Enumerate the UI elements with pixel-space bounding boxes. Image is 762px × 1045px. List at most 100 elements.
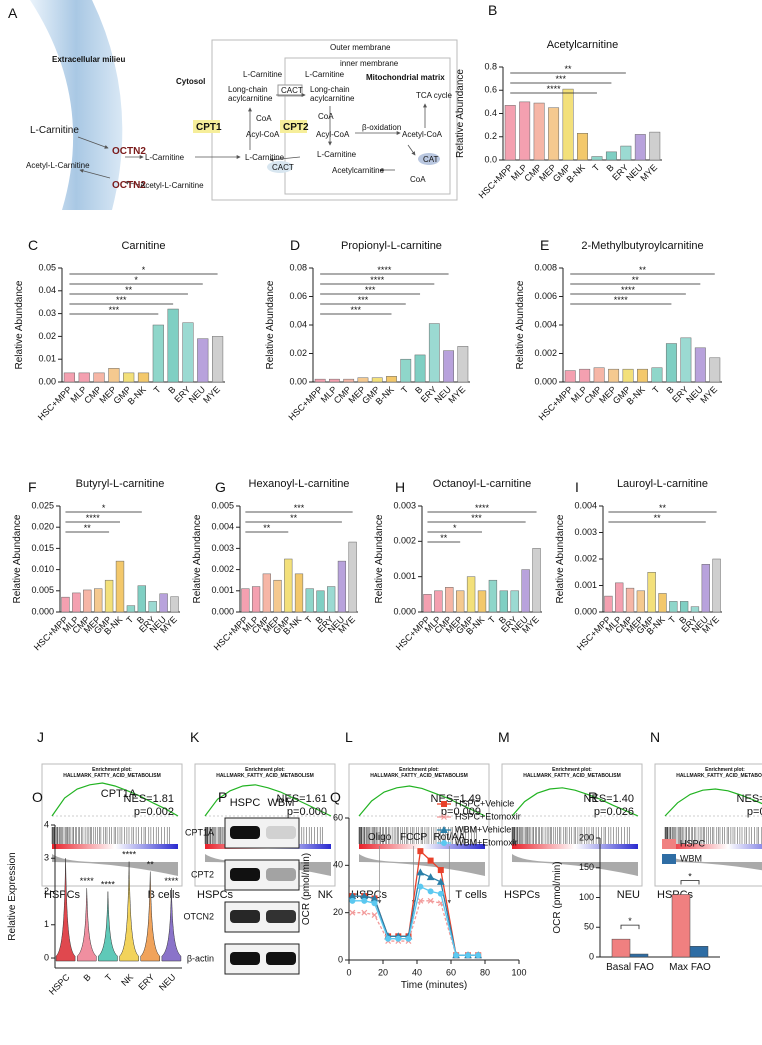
y-tick-label: 40 [333,860,343,870]
y-tick-label: 0.01 [38,354,56,364]
diagram-label: Outer membrane [330,43,391,52]
group-left: HSPCs [197,889,234,901]
rank-gradient [52,844,178,849]
marker [371,912,378,918]
y-tick-label: 0.002 [574,553,597,563]
violin [98,891,118,962]
marker [465,952,471,959]
bar [316,590,325,613]
y-tick-label: 0.04 [289,319,307,329]
bar [548,107,560,161]
x-tick-label: B [135,614,146,625]
y-tick-label: 0.005 [211,500,234,510]
x-tick-label: 20 [378,967,388,977]
marker [417,897,424,904]
diagram-label: L-Carnitine [30,125,79,136]
blot-row: CPT1A [185,827,214,837]
blot-band [266,868,296,881]
y-axis-label: Relative Expression [7,852,18,940]
group-right: NEU [617,889,640,901]
bar [629,953,649,958]
marker [437,890,444,897]
significance-label: **** [80,876,95,886]
p-label: p=0.000 [287,806,327,818]
bar [63,372,75,383]
x-tick-label: T [667,614,678,625]
annotation: Rot/AA [433,832,465,843]
bar [658,593,667,613]
bar [564,370,576,383]
significance-label: **** [547,84,562,94]
significance-label: **** [621,285,636,295]
legend-label: HSPC+Etomoxir [455,811,521,821]
y-tick-label: 2 [44,886,49,896]
diagram-label: Acetyl-L-Carnitine [26,161,90,170]
hit-barcode [511,827,630,844]
x-tick-label: NEU [157,972,178,993]
x-tick-label: Max FAO [669,962,711,973]
bar [579,368,591,383]
bar [212,336,224,383]
blot-column: WBM [268,797,295,809]
x-tick-label: MYE [638,162,659,183]
bar [94,588,103,613]
blot-band [266,826,296,839]
y-axis-label: Relative Abundance [14,280,25,369]
y-axis-label: Relative Abundance [192,514,203,603]
violin [140,871,161,962]
diagram-label: CPT2 [283,122,309,133]
bar [622,368,634,383]
marker [361,897,368,904]
significance-label: ** [639,265,647,275]
x-tick-label: 40 [412,967,422,977]
bar [434,590,443,613]
chart-title: Propionyl-L-carnitine [341,240,442,252]
diagram-shapes [30,0,458,210]
bar [251,586,261,613]
significance-label: *** [471,513,482,523]
cpt1-box [193,120,220,133]
significance-label: **** [164,876,179,886]
arrow [407,144,416,156]
bar [273,579,282,613]
y-axis-label: Relative Abundance [12,514,23,603]
bar [625,587,635,613]
panel-label: B [488,2,497,18]
y-tick-label: 50 [584,922,594,932]
y-axis-label: Relative Abundance [265,280,276,369]
cact-oval [267,161,293,173]
group-right: B cells [148,889,181,901]
bar [445,587,454,613]
significance-label: ** [565,64,573,74]
marker [427,888,434,895]
bar [61,596,70,613]
y-tick-label: 3 [44,853,49,863]
bar [159,593,168,613]
bar [443,350,454,383]
significance-label: *** [116,295,127,305]
ranked-metric [665,854,762,871]
x-tick-label: HSC+MPP [287,384,325,422]
x-tick-label: MYE [201,384,222,405]
y-tick-label: 0 [589,951,594,961]
bar [671,894,691,958]
bar [504,105,516,161]
panel-label: M [498,729,510,745]
bar [477,590,487,613]
violin [55,858,76,962]
y-tick-label: 20 [333,907,343,917]
x-tick-label: B [497,614,508,625]
marker [427,897,434,904]
diagram-label: L-Carnitine [317,150,357,159]
gsea-subtitle: HALLMARK_FATTY_ACID_METABOLISM [523,773,621,779]
bar [679,601,689,613]
significance-label: **** [122,850,137,860]
annotation: FCCP [400,832,428,843]
bar [108,368,120,383]
group-right: T cells [455,889,487,901]
bar [262,573,271,613]
x-tick-label: 80 [480,967,490,977]
x-tick-label: B [677,614,688,625]
x-tick-label: B [413,384,424,395]
y-tick-label: 0 [338,954,343,964]
